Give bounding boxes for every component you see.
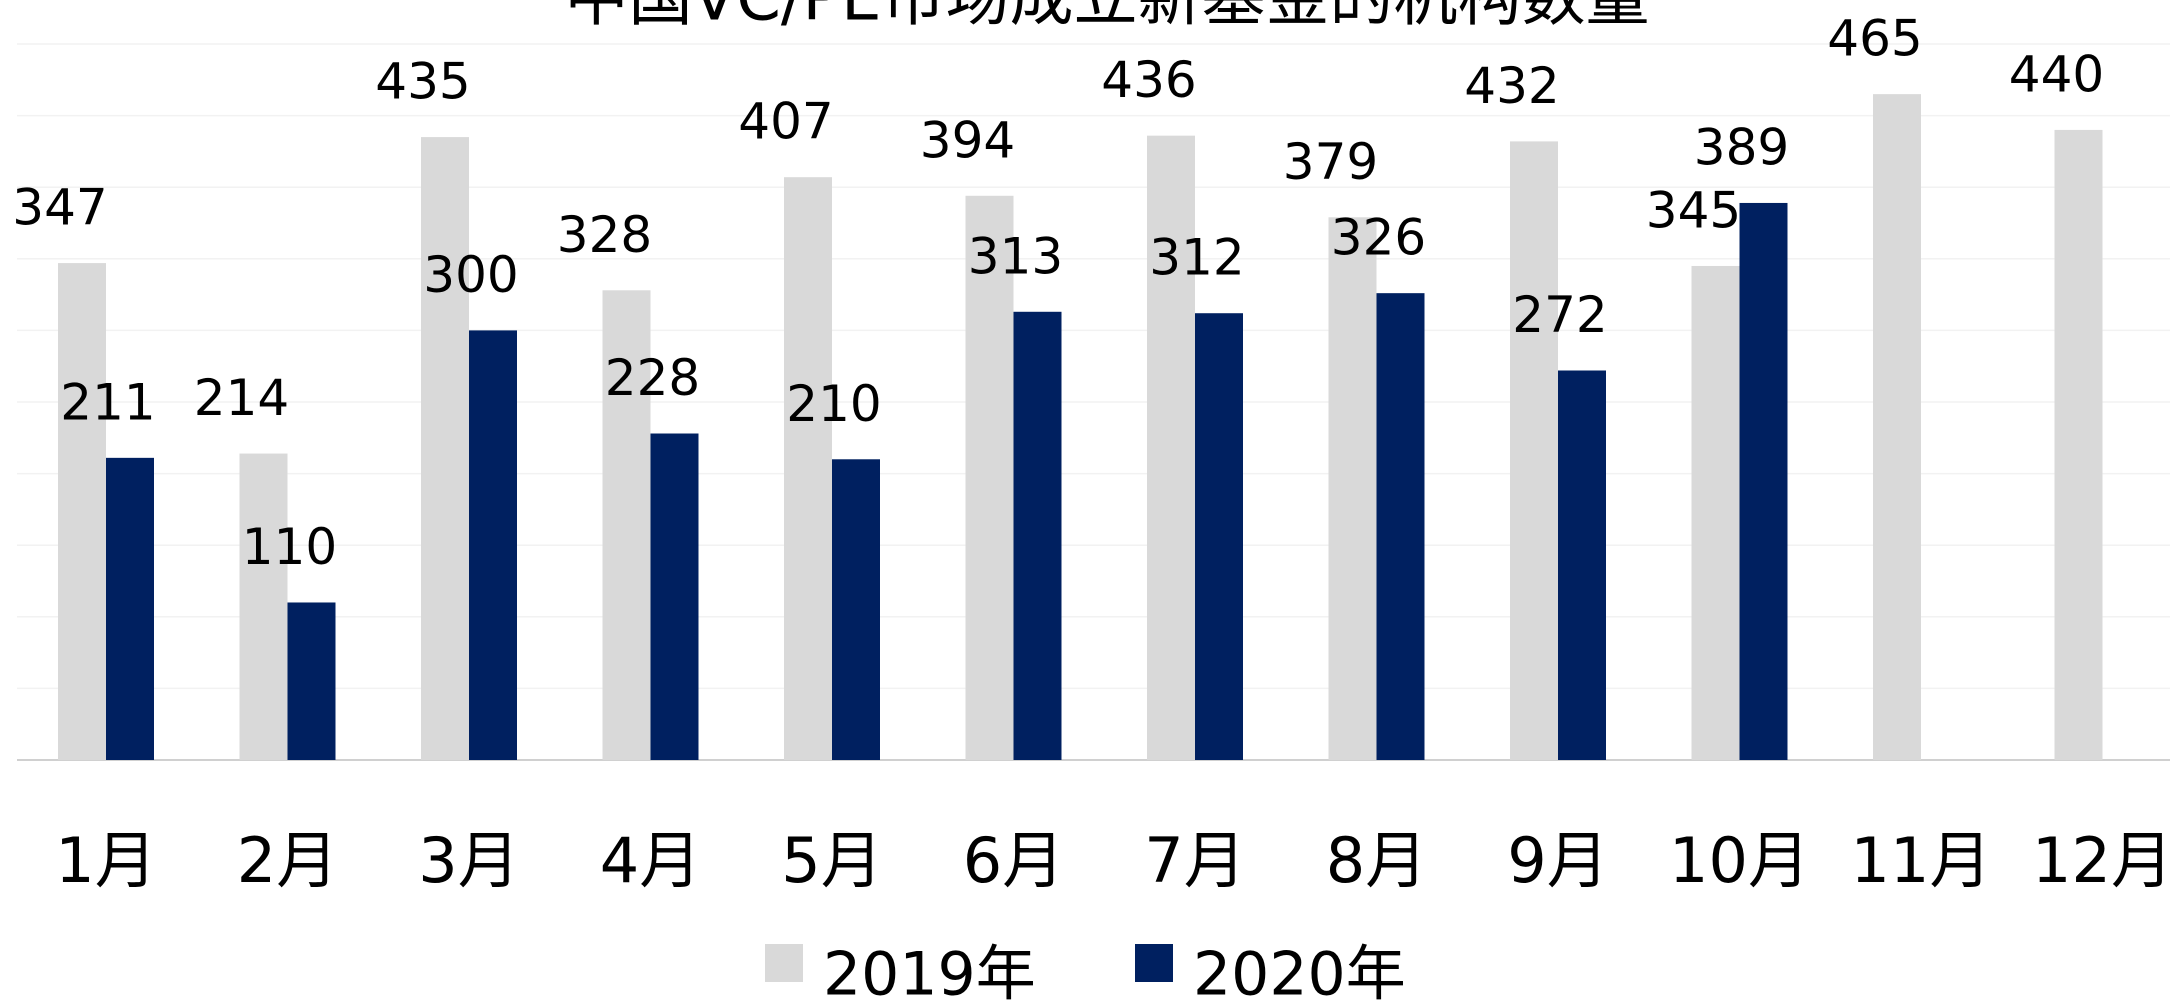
x-tick-label: 12月 <box>2032 824 2170 897</box>
bar <box>1376 293 1425 760</box>
data-label: 379 <box>1283 133 1378 191</box>
bar <box>784 177 832 760</box>
bar <box>1739 202 1788 760</box>
legend-swatch <box>765 944 803 982</box>
x-tick-label: 10月 <box>1669 824 1810 897</box>
bar <box>1013 311 1062 760</box>
data-label: 214 <box>194 369 289 427</box>
x-tick-label: 2月 <box>237 824 338 897</box>
data-label: 436 <box>1101 51 1196 109</box>
data-label: 211 <box>60 373 155 431</box>
data-label: 328 <box>557 206 652 264</box>
data-label: 110 <box>242 518 337 576</box>
data-label: 394 <box>920 111 1015 169</box>
bar <box>1691 265 1740 760</box>
legend-label: 2020年 <box>1193 940 1406 1004</box>
x-tick-label: 9月 <box>1507 824 1608 897</box>
bar <box>106 457 154 760</box>
data-label: 312 <box>1149 229 1244 287</box>
bar <box>965 195 1014 761</box>
bar <box>1147 135 1195 760</box>
data-label: 228 <box>605 349 700 407</box>
data-label: 389 <box>1694 118 1789 176</box>
bar <box>287 602 336 760</box>
x-tick-label: 8月 <box>1326 824 1427 897</box>
bar <box>1510 141 1558 761</box>
bar <box>1328 217 1377 761</box>
bar <box>602 290 651 760</box>
bar <box>2054 129 2103 761</box>
data-label: 432 <box>1464 57 1559 115</box>
data-label: 210 <box>786 375 881 433</box>
bar <box>1558 370 1606 760</box>
bar <box>58 263 106 760</box>
data-label: 345 <box>1646 181 1741 239</box>
legend-swatch <box>1135 944 1173 982</box>
data-label: 407 <box>738 93 833 151</box>
x-tick-label: 4月 <box>600 824 701 897</box>
bar <box>469 330 517 760</box>
data-label: 440 <box>2009 45 2104 103</box>
bar <box>239 453 288 760</box>
data-label: 347 <box>12 179 107 237</box>
data-label: 313 <box>968 227 1063 285</box>
x-tick-label: 1月 <box>55 824 156 897</box>
x-tick-label: 3月 <box>418 824 519 897</box>
bar <box>650 433 699 760</box>
legend-label: 2019年 <box>823 940 1036 1004</box>
x-tick-label: 11月 <box>1851 824 1992 897</box>
data-label: 300 <box>423 246 518 304</box>
bar <box>1873 94 1921 761</box>
data-label: 435 <box>375 53 470 111</box>
data-label: 465 <box>1827 10 1922 68</box>
x-tick-label: 5月 <box>781 824 882 897</box>
bar <box>1195 313 1243 760</box>
data-label: 326 <box>1331 209 1426 267</box>
bar <box>832 459 880 760</box>
chart-title: 中国VC/PE市场成立新基金的机构数量 <box>564 0 1649 36</box>
bar <box>421 137 469 760</box>
data-label: 272 <box>1512 286 1607 344</box>
x-tick-label: 6月 <box>963 824 1064 897</box>
x-tick-label: 7月 <box>1144 824 1245 897</box>
